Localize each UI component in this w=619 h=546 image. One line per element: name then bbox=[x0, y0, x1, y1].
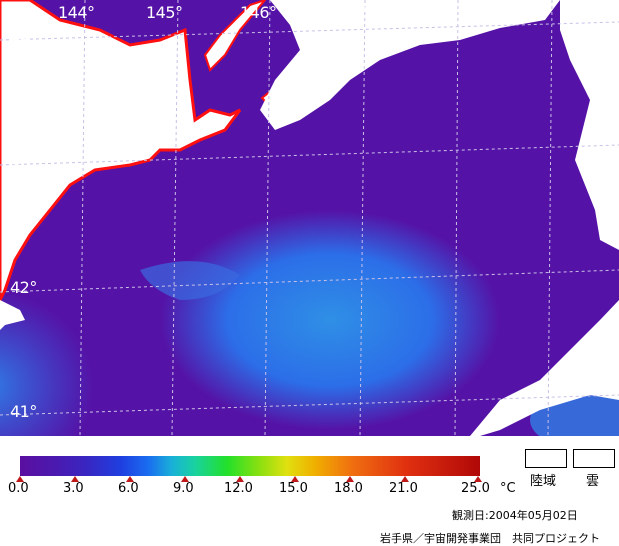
colorbar-tick-label: 18.0 bbox=[334, 481, 363, 496]
land-legend-label: 陸域 bbox=[530, 474, 557, 489]
observation-date: 観測日:2004年05月02日 bbox=[452, 509, 578, 522]
land-kunashir bbox=[203, 0, 267, 72]
latitude-label-44: 44° bbox=[10, 28, 37, 47]
longitude-label-149: 149° bbox=[510, 3, 547, 22]
longitude-label-147: 147° bbox=[330, 3, 367, 22]
colorbar-tick-marker bbox=[181, 476, 189, 482]
warm-water-southwest bbox=[0, 290, 130, 436]
warm-streak bbox=[140, 261, 240, 300]
longitude-label-146: 146° bbox=[240, 3, 277, 22]
colorbar-tick-marker bbox=[126, 476, 134, 482]
cloud-southwest bbox=[0, 300, 25, 330]
colorbar-tick-label: 15.0 bbox=[279, 481, 308, 496]
latitude-label-42: 42° bbox=[10, 278, 37, 297]
colorbar-tick-marker bbox=[346, 476, 354, 482]
colorbar-tick-marker bbox=[236, 476, 244, 482]
warm-eddy bbox=[160, 210, 500, 430]
colorbar-tick-label: 0.0 bbox=[8, 481, 29, 496]
longitude-label-148: 148° bbox=[420, 3, 457, 22]
colorbar-tick-marker bbox=[16, 476, 24, 482]
latitude-label-43: 43° bbox=[10, 152, 37, 171]
land-swatch bbox=[525, 449, 567, 468]
longitude-label-145: 145° bbox=[146, 3, 183, 22]
colorbar-tick-label: 21.0 bbox=[389, 481, 418, 496]
colorbar-tick-label: 25.0 bbox=[461, 481, 490, 496]
colorbar-tick-marker bbox=[401, 476, 409, 482]
cloud-east bbox=[560, 0, 619, 250]
colorbar-tick-marker bbox=[291, 476, 299, 482]
temperature-colorbar bbox=[20, 456, 480, 476]
colorbar-tick-marker bbox=[71, 476, 79, 482]
colorbar-tick-label: 12.0 bbox=[224, 481, 253, 496]
colorbar-tick-label: 3.0 bbox=[63, 481, 84, 496]
latitude-label-41: 41° bbox=[10, 402, 37, 421]
cloud-north bbox=[260, 0, 560, 130]
cloud-legend-label: 雲 bbox=[586, 474, 600, 489]
colorbar-unit: °C bbox=[500, 481, 516, 496]
cloud-swatch bbox=[573, 449, 615, 468]
longitude-label-144: 144° bbox=[58, 3, 95, 22]
sea-surface-temperature-map bbox=[0, 0, 619, 436]
project-credit: 岩手県／宇宙開発事業団 共同プロジェクト bbox=[380, 532, 600, 545]
graticule bbox=[0, 0, 619, 436]
land-hokkaido bbox=[0, 0, 242, 301]
longitude-label-150: 15 bbox=[598, 3, 618, 22]
colorbar-tick-label: 9.0 bbox=[173, 481, 194, 496]
cloud-southeast bbox=[470, 300, 619, 436]
colorbar-tick-label: 6.0 bbox=[118, 481, 139, 496]
colorbar-tick-marker bbox=[474, 476, 482, 482]
